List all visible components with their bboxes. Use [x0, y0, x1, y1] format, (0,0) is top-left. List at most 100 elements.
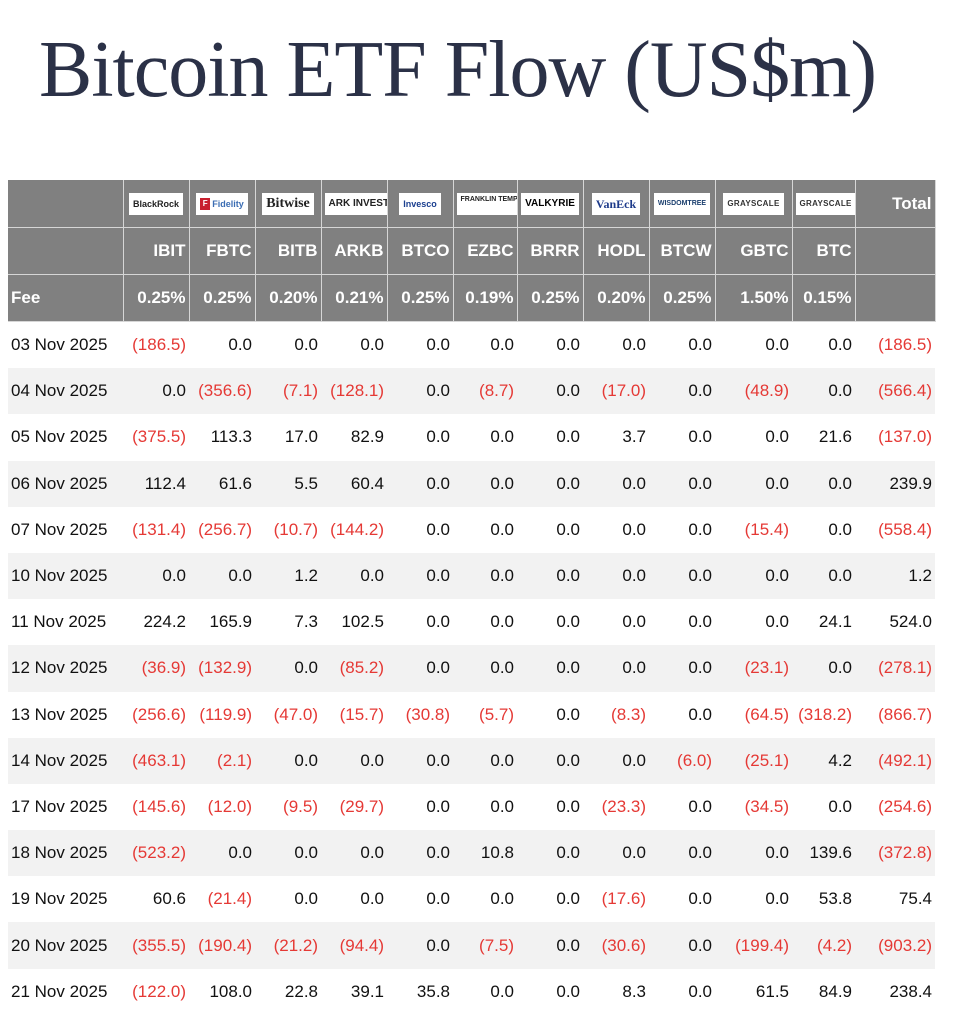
issuer-logo-valkyrie: VALKYRIE — [517, 180, 584, 228]
flow-cell-arkb: 0.0 — [321, 876, 387, 923]
flow-cell-btcw: 0.0 — [649, 368, 715, 415]
flow-cell-btcw: 0.0 — [649, 645, 715, 692]
flow-cell-hodl: (17.0) — [583, 368, 649, 415]
table-row: 12 Nov 2025 (36.9) (132.9) 0.0 (85.2) 0.0 0.0 0… — [8, 645, 935, 692]
flow-cell-bitb: 0.0 — [255, 321, 321, 369]
flow-cell-btc: 84.9 — [792, 968, 855, 1015]
flow-rows: 03 Nov 2025 (186.5) 0.0 0.0 0.0 0.0 0.0 0.0 0.0 0… — [8, 321, 935, 1015]
flow-cell-hodl: (8.3) — [583, 691, 649, 738]
flow-cell-btco: 0.0 — [387, 460, 453, 507]
date-cell: 11 Nov 2025 — [8, 599, 123, 646]
flow-cell-bitb: 0.0 — [255, 830, 321, 877]
issuer-logo-blackrock: BlackRock — [123, 180, 190, 228]
issuer-logo-bitwise: Bitwise — [255, 180, 322, 228]
flow-cell-btcw: 0.0 — [649, 506, 715, 553]
flow-cell-ibit: 224.2 — [123, 599, 189, 646]
invesco-logo: Invesco — [399, 192, 441, 215]
flow-cell-ibit: (122.0) — [123, 968, 189, 1015]
flow-cell-arkb: 0.0 — [321, 321, 387, 369]
flow-cell-arkb: (128.1) — [321, 368, 387, 415]
ticker-fbtc: FBTC — [189, 227, 256, 275]
flow-cell-arkb: 0.0 — [321, 552, 387, 600]
flow-cell-btco: 0.0 — [387, 368, 453, 415]
table-row: 11 Nov 2025 224.2 165.9 7.3 102.5 0.0 0.0 0.0 0.… — [8, 599, 935, 646]
flow-cell-ezbc: 0.0 — [453, 968, 517, 1015]
flow-cell-fbtc: (2.1) — [189, 737, 255, 784]
flow-cell-btco: 0.0 — [387, 645, 453, 692]
flow-cell-arkb: (15.7) — [321, 691, 387, 738]
flow-cell-btcw: 0.0 — [649, 460, 715, 507]
vaneck-logo: VanEck — [591, 192, 641, 215]
total-cell: (137.0) — [855, 414, 935, 461]
flow-cell-btcw: 0.0 — [649, 830, 715, 877]
flow-cell-fbtc: 108.0 — [189, 968, 255, 1015]
flow-cell-btc: 24.1 — [792, 599, 855, 646]
grayscale-logo: GRAYSCALE — [795, 192, 854, 215]
date-cell: 03 Nov 2025 — [8, 321, 123, 369]
flow-cell-btc: 53.8 — [792, 876, 855, 923]
total-cell: (278.1) — [855, 645, 935, 692]
flow-cell-hodl: 0.0 — [583, 552, 649, 600]
fee-row: Fee 0.25% 0.25% 0.20% 0.21% 0.25% 0.19% … — [8, 274, 936, 322]
flow-cell-bitb: (7.1) — [255, 368, 321, 415]
issuer-logo-row: BlackRock F Fidelity Bitwise ARK INVEST I… — [8, 180, 936, 228]
total-cell: 524.0 — [855, 599, 935, 646]
flow-cell-gbtc: 0.0 — [715, 599, 792, 646]
flow-cell-fbtc: 113.3 — [189, 414, 255, 461]
total-cell: (492.1) — [855, 737, 935, 784]
flow-cell-btc: (4.2) — [792, 922, 855, 969]
flow-cell-ibit: (131.4) — [123, 506, 189, 553]
flow-cell-hodl: 8.3 — [583, 968, 649, 1015]
flow-cell-fbtc: 0.0 — [189, 830, 255, 877]
flow-cell-ibit: 0.0 — [123, 368, 189, 415]
fee-btco: 0.25% — [387, 274, 454, 322]
flow-cell-btcw: 0.0 — [649, 783, 715, 831]
fee-btc: 0.15% — [792, 274, 856, 322]
flow-cell-btc: 0.0 — [792, 645, 855, 692]
date-cell: 10 Nov 2025 — [8, 552, 123, 600]
flow-cell-gbtc: (23.1) — [715, 645, 792, 692]
total-header: Total — [855, 180, 936, 228]
flow-cell-gbtc: 61.5 — [715, 968, 792, 1015]
flow-cell-hodl: (30.6) — [583, 922, 649, 969]
fee-total-blank — [855, 274, 936, 322]
flow-cell-btc: 4.2 — [792, 737, 855, 784]
flow-cell-btco: 0.0 — [387, 737, 453, 784]
flow-cell-ezbc: 0.0 — [453, 414, 517, 461]
ticker-btco: BTCO — [387, 227, 454, 275]
fidelity-logo: F Fidelity — [196, 192, 248, 215]
flow-cell-arkb: (144.2) — [321, 506, 387, 553]
table-row: 06 Nov 2025 112.4 61.6 5.5 60.4 0.0 0.0 0.0 0.0 0… — [8, 460, 935, 507]
flow-cell-gbtc: 0.0 — [715, 414, 792, 461]
flow-cell-ezbc: 0.0 — [453, 737, 517, 784]
flow-cell-btco: 0.0 — [387, 922, 453, 969]
flow-cell-bitb: (47.0) — [255, 691, 321, 738]
table-row: 13 Nov 2025 (256.6) (119.9) (47.0) (15.7) (30… — [8, 691, 935, 738]
fee-brrr: 0.25% — [517, 274, 584, 322]
flow-cell-bitb: (10.7) — [255, 506, 321, 553]
flow-cell-btco: 0.0 — [387, 414, 453, 461]
flow-cell-hodl: 0.0 — [583, 737, 649, 784]
flow-cell-bitb: 22.8 — [255, 968, 321, 1015]
date-cell: 21 Nov 2025 — [8, 968, 123, 1015]
flow-cell-fbtc: (12.0) — [189, 783, 255, 831]
flow-cell-btco: 0.0 — [387, 876, 453, 923]
flow-cell-btcw: 0.0 — [649, 414, 715, 461]
grayscale-logo: GRAYSCALE — [723, 192, 784, 215]
flow-cell-btco: 35.8 — [387, 968, 453, 1015]
flow-cell-btc: 139.6 — [792, 830, 855, 877]
fee-hodl: 0.20% — [583, 274, 650, 322]
date-cell: 19 Nov 2025 — [8, 876, 123, 923]
flow-cell-bitb: (9.5) — [255, 783, 321, 831]
flow-cell-btco: 0.0 — [387, 506, 453, 553]
flow-cell-gbtc: (199.4) — [715, 922, 792, 969]
table-row: 10 Nov 2025 0.0 0.0 1.2 0.0 0.0 0.0 0.0 0.0 0.0 0.… — [8, 552, 935, 600]
flow-cell-gbtc: 0.0 — [715, 830, 792, 877]
flow-cell-gbtc: (25.1) — [715, 737, 792, 784]
flow-cell-bitb: (21.2) — [255, 922, 321, 969]
flow-cell-fbtc: (356.6) — [189, 368, 255, 415]
issuer-logo-invesco: Invesco — [387, 180, 454, 228]
flow-cell-arkb: 82.9 — [321, 414, 387, 461]
flow-cell-brrr: 0.0 — [517, 645, 583, 692]
date-cell: 20 Nov 2025 — [8, 922, 123, 969]
